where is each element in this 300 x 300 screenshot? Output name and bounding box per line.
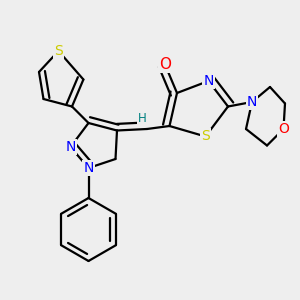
Text: O: O	[159, 57, 171, 72]
Text: O: O	[278, 122, 289, 136]
Text: S: S	[201, 130, 210, 143]
Text: N: N	[203, 74, 214, 88]
Text: S: S	[54, 44, 63, 58]
Text: N: N	[83, 161, 94, 175]
Text: N: N	[247, 95, 257, 109]
Text: N: N	[65, 140, 76, 154]
Text: H: H	[138, 112, 147, 125]
